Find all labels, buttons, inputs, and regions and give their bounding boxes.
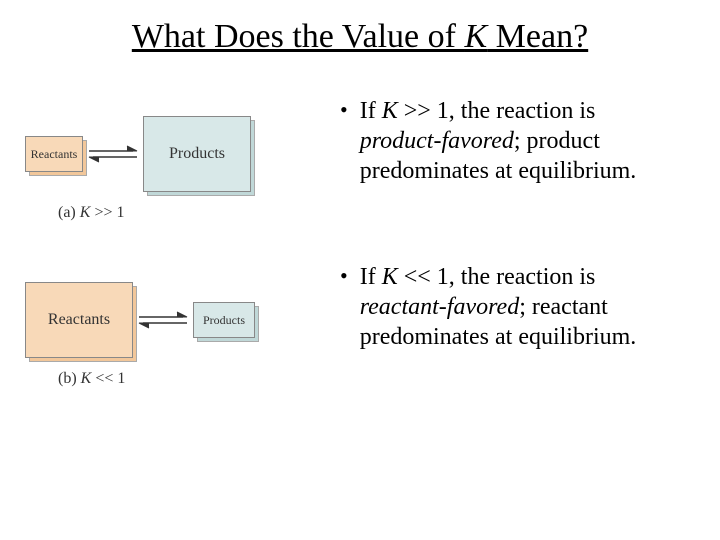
products-label-b: Products	[203, 313, 245, 328]
reactants-box-a: Reactants	[25, 136, 83, 172]
page-title: What Does the Value of K Mean?	[0, 0, 720, 96]
bullet-text-b: If K << 1, the reaction is reactant-favo…	[360, 262, 680, 352]
bullet-a: • If K >> 1, the reaction is product-fav…	[330, 96, 710, 186]
caption-b: (b) K << 1	[10, 370, 330, 388]
equilibrium-arrows-a	[83, 143, 143, 165]
title-prefix: What Does the Value of	[132, 18, 465, 55]
title-suffix: Mean?	[487, 18, 588, 55]
reactants-label-a: Reactants	[31, 147, 78, 162]
content: Reactants	[0, 96, 720, 388]
caption-a: (a) K >> 1	[10, 204, 330, 222]
products-label-a: Products	[169, 145, 225, 163]
title-k: K	[464, 18, 487, 55]
row-reactant-favored: Reactants	[10, 262, 710, 388]
bullet-b: • If K << 1, the reaction is reactant-fa…	[330, 262, 710, 352]
bullet-text-a: If K >> 1, the reaction is product-favor…	[360, 96, 680, 186]
products-box-b: Products	[193, 302, 255, 338]
diagram-b: Reactants	[10, 262, 330, 388]
bullet-marker-b: •	[340, 262, 348, 290]
equilibrium-arrows-b	[133, 309, 193, 331]
reactants-label-b: Reactants	[48, 311, 110, 329]
products-box-a: Products	[143, 116, 251, 192]
reactants-box-b: Reactants	[25, 282, 133, 358]
bullet-marker-a: •	[340, 96, 348, 124]
diagram-a: Reactants	[10, 96, 330, 222]
row-product-favored: Reactants	[10, 96, 710, 222]
